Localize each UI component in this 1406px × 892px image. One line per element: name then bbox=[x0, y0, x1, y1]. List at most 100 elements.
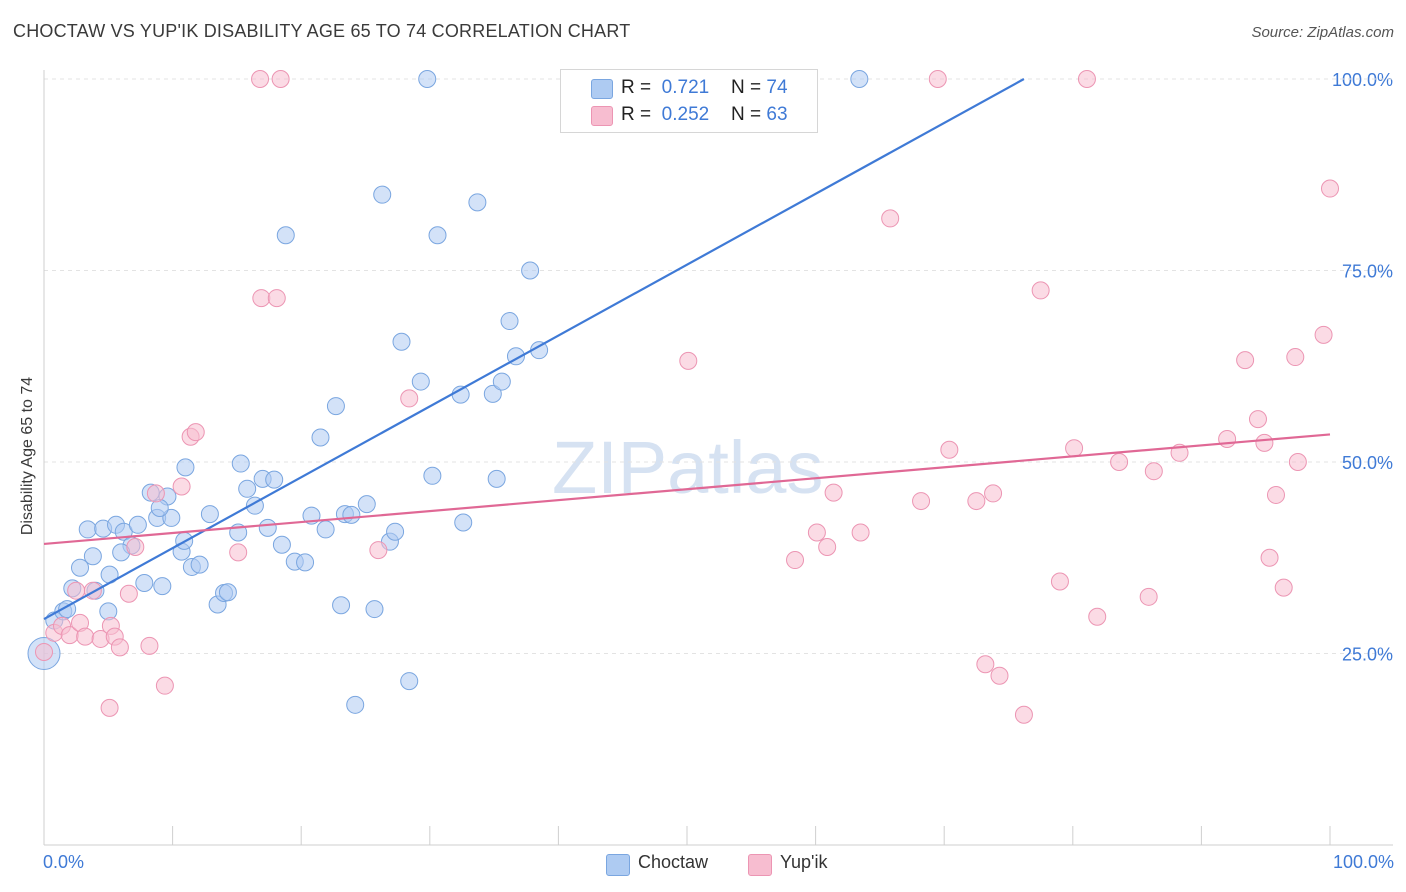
point-yupik bbox=[1321, 179, 1339, 198]
source-credit: Source: ZipAtlas.com bbox=[1251, 24, 1394, 41]
point-yupik bbox=[1314, 325, 1333, 344]
bottom-legend-label-choctaw: Choctaw bbox=[638, 852, 709, 872]
point-choctaw bbox=[83, 547, 102, 566]
point-choctaw bbox=[296, 553, 315, 572]
bottom-legend-swatch-choctaw bbox=[606, 854, 630, 876]
point-choctaw bbox=[454, 513, 473, 532]
bottom-legend-swatch-yupik bbox=[748, 854, 772, 876]
point-choctaw bbox=[423, 466, 442, 485]
point-yupik bbox=[1255, 433, 1274, 452]
point-yupik bbox=[83, 581, 102, 600]
legend-r-choctaw: R = 0.721 bbox=[621, 77, 710, 98]
point-yupik bbox=[1065, 439, 1084, 458]
point-yupik bbox=[1088, 607, 1107, 626]
watermark-atlas: atlas bbox=[667, 426, 824, 509]
x-tick-max: 100.0% bbox=[1332, 852, 1394, 872]
point-yupik bbox=[1139, 587, 1158, 606]
point-yupik bbox=[1218, 430, 1237, 449]
point-yupik bbox=[1110, 453, 1129, 471]
y-tick-label: 100.0% bbox=[1332, 70, 1393, 90]
point-choctaw bbox=[78, 520, 97, 539]
point-yupik bbox=[271, 70, 290, 88]
point-yupik bbox=[824, 483, 843, 502]
point-yupik bbox=[252, 289, 271, 308]
point-yupik bbox=[679, 351, 698, 370]
point-choctaw bbox=[850, 70, 869, 88]
point-choctaw bbox=[492, 372, 511, 391]
point-yupik bbox=[140, 636, 159, 655]
point-choctaw bbox=[342, 505, 361, 524]
point-choctaw bbox=[190, 555, 209, 574]
point-choctaw bbox=[162, 508, 181, 527]
point-choctaw bbox=[231, 454, 250, 473]
legend-r-value-choctaw: 0.721 bbox=[661, 77, 710, 98]
legend-r-yupik: R = 0.252 bbox=[621, 104, 710, 125]
legend-swatch-choctaw bbox=[591, 79, 613, 99]
point-yupik bbox=[851, 523, 870, 542]
legend-n-value-yupik: 63 bbox=[766, 104, 788, 125]
point-yupik bbox=[1077, 70, 1096, 88]
point-yupik bbox=[229, 543, 248, 562]
point-yupik bbox=[928, 70, 947, 88]
point-choctaw bbox=[428, 226, 447, 245]
legend-swatch-yupik bbox=[591, 106, 613, 126]
point-yupik bbox=[990, 666, 1009, 685]
point-choctaw bbox=[346, 695, 365, 714]
point-choctaw bbox=[468, 193, 487, 212]
point-yupik bbox=[1236, 351, 1255, 370]
point-yupik bbox=[1050, 572, 1069, 591]
point-choctaw bbox=[392, 332, 411, 351]
bottom-legend-label-yupik: Yup'ik bbox=[780, 852, 828, 872]
point-yupik bbox=[146, 484, 165, 503]
point-yupik bbox=[881, 209, 900, 228]
point-yupik bbox=[126, 538, 145, 557]
point-choctaw bbox=[71, 558, 90, 577]
point-choctaw bbox=[311, 428, 330, 447]
point-choctaw bbox=[272, 535, 291, 554]
point-choctaw bbox=[373, 185, 392, 204]
point-choctaw bbox=[200, 505, 219, 524]
point-yupik bbox=[1144, 462, 1163, 481]
point-choctaw bbox=[521, 261, 540, 280]
point-yupik bbox=[807, 523, 826, 542]
y-tick-label: 50.0% bbox=[1342, 453, 1393, 473]
x-tick-min: 0.0% bbox=[43, 852, 85, 872]
point-yupik bbox=[35, 642, 53, 661]
point-yupik bbox=[1274, 578, 1293, 597]
point-yupik bbox=[818, 538, 837, 557]
point-choctaw bbox=[316, 520, 335, 539]
point-choctaw bbox=[400, 672, 419, 691]
point-yupik bbox=[1031, 281, 1050, 300]
point-yupik bbox=[1286, 348, 1305, 367]
point-yupik bbox=[172, 477, 191, 496]
point-yupik bbox=[100, 698, 119, 717]
point-yupik bbox=[940, 440, 959, 459]
point-yupik bbox=[984, 484, 1003, 503]
point-choctaw bbox=[238, 479, 257, 498]
point-yupik bbox=[369, 541, 388, 560]
point-choctaw bbox=[128, 515, 147, 534]
trend-line-choctaw bbox=[43, 78, 1025, 620]
point-choctaw bbox=[265, 470, 284, 489]
point-choctaw bbox=[153, 577, 172, 596]
point-yupik bbox=[110, 638, 129, 657]
legend-n-yupik: N = 63 bbox=[731, 104, 788, 125]
point-choctaw bbox=[386, 522, 405, 541]
y-tick-label: 75.0% bbox=[1342, 262, 1393, 282]
point-yupik bbox=[1248, 410, 1267, 429]
point-yupik bbox=[976, 655, 995, 674]
point-choctaw bbox=[487, 469, 506, 488]
point-choctaw bbox=[411, 372, 430, 391]
point-yupik bbox=[786, 551, 805, 570]
legend-n-choctaw: N = 74 bbox=[731, 77, 788, 98]
point-choctaw bbox=[357, 495, 376, 514]
trend-line-yupik bbox=[43, 433, 1331, 546]
point-choctaw bbox=[326, 397, 345, 416]
point-yupik bbox=[251, 70, 270, 88]
point-choctaw bbox=[365, 600, 384, 619]
point-yupik bbox=[1014, 705, 1033, 724]
y-axis-label: Disability Age 65 to 74 bbox=[19, 376, 36, 536]
point-choctaw bbox=[258, 518, 277, 537]
point-yupik bbox=[267, 289, 286, 308]
